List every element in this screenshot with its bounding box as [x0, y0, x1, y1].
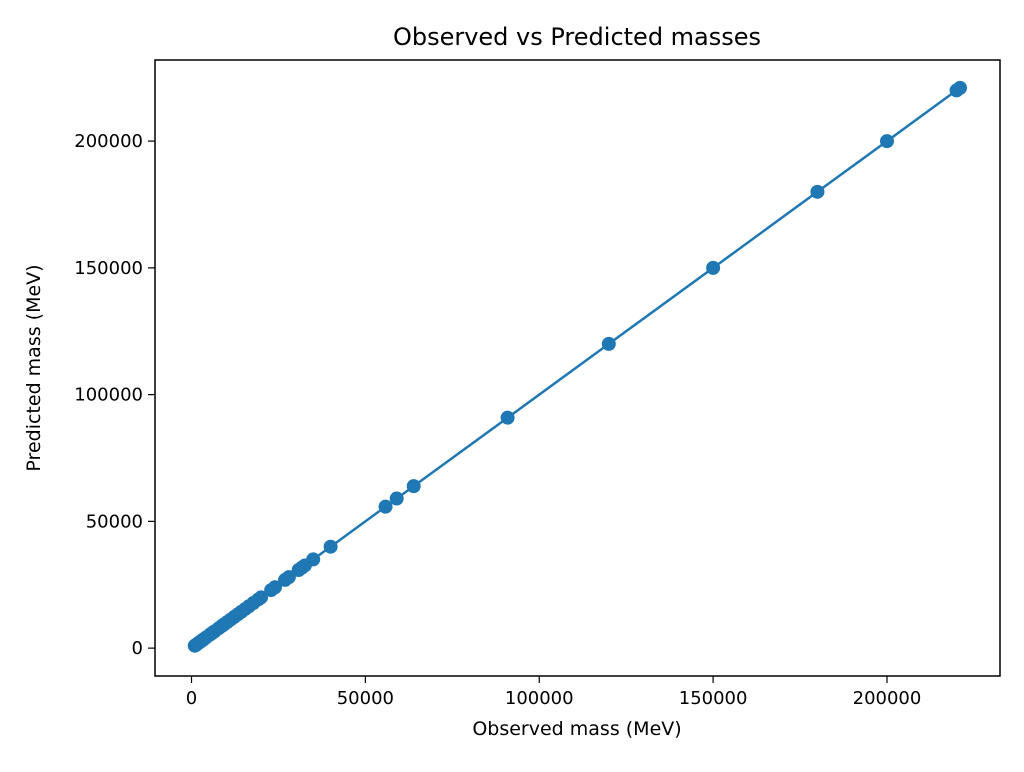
plot-series — [187, 80, 968, 653]
data-point — [706, 260, 721, 275]
y-axis-ticks: 0 50000 100000 150000 200000 — [74, 131, 155, 659]
y-axis-label: Predicted mass (MeV) — [23, 264, 45, 471]
data-point — [601, 336, 616, 351]
data-point — [306, 552, 321, 567]
x-tick-label: 0 — [186, 688, 197, 709]
data-point — [254, 590, 269, 605]
x-axis-label: Observed mass (MeV) — [472, 718, 681, 740]
x-tick-label: 100000 — [505, 688, 574, 709]
plot-frame — [154, 59, 1001, 677]
data-point — [406, 479, 421, 494]
x-tick-label: 200000 — [853, 688, 922, 709]
data-point — [810, 184, 825, 199]
chart-title: Observed vs Predicted masses — [393, 23, 761, 51]
data-point — [500, 410, 515, 425]
x-tick-label: 150000 — [679, 688, 748, 709]
data-point — [323, 539, 338, 554]
data-point — [389, 491, 404, 506]
data-point — [879, 134, 894, 149]
y-tick-label: 100000 — [74, 385, 143, 406]
data-point — [378, 499, 393, 514]
y-tick-label: 150000 — [74, 258, 143, 279]
y-tick-label: 50000 — [86, 511, 143, 532]
data-point — [267, 580, 282, 595]
x-tick-label: 50000 — [337, 688, 394, 709]
y-tick-label: 0 — [132, 638, 143, 659]
data-point — [953, 80, 968, 95]
data-point — [281, 570, 296, 585]
x-axis-ticks: 0 50000 100000 150000 200000 — [186, 676, 922, 709]
y-tick-label: 200000 — [74, 131, 143, 152]
